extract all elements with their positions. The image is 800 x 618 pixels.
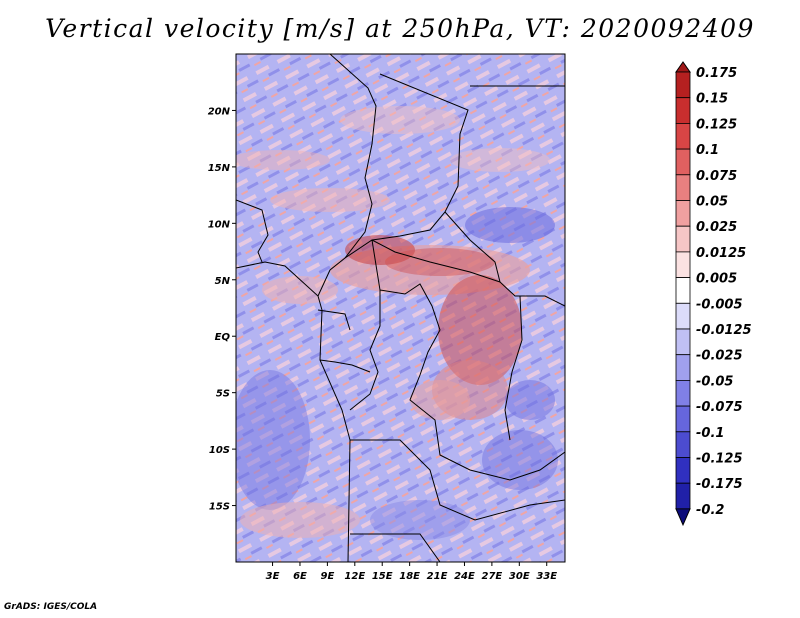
- colorbar-label: 0.1: [696, 143, 719, 158]
- lat-tick-label: 15N: [208, 163, 231, 174]
- colorbar-label: 0.05: [696, 195, 728, 210]
- velocity-field: [236, 54, 565, 562]
- colorbar-label: -0.2: [696, 503, 724, 518]
- map-title: Vertical velocity [m/s] at 250hPa, VT: 2…: [45, 14, 755, 43]
- colorbar-swatch: [675, 354, 691, 381]
- colorbar-swatch: [675, 482, 691, 510]
- lat-tick-label: EQ: [215, 332, 231, 343]
- colorbar-swatch: [675, 148, 691, 176]
- lon-tick-label: 18E: [399, 571, 420, 582]
- colorbar-label: -0.075: [696, 400, 743, 415]
- lon-tick-label: 12E: [344, 571, 365, 582]
- lat-tick-label: 10N: [208, 219, 231, 230]
- lat-tick-label: 20N: [208, 106, 231, 117]
- latitude-axis: 20N 15N 10N 5N EQ 5S 10S 15S: [208, 106, 236, 513]
- colorbar-swatch: [675, 71, 691, 99]
- colorbar-swatch: [675, 302, 691, 330]
- colorbar-swatch: [675, 379, 691, 407]
- colorbar-label: -0.025: [696, 349, 743, 364]
- lon-tick-label: 27E: [482, 571, 503, 582]
- colorbar-swatch: [675, 328, 691, 356]
- colorbar-bottom-arrow: [675, 508, 691, 527]
- colorbar-label: -0.005: [696, 297, 743, 312]
- colorbar-label: 0.075: [696, 169, 737, 184]
- map-frame: [235, 53, 566, 563]
- colorbar-label: 0.15: [696, 92, 728, 107]
- country-borders: [236, 54, 565, 562]
- lon-tick-label: 9E: [320, 571, 334, 582]
- colorbar-swatch: [675, 405, 691, 433]
- colorbar: 0.175 0.15 0.125 0.1 0.075 0.05 0.025 0.0125 0.0…: [675, 61, 752, 527]
- lon-tick-label: 33E: [536, 571, 557, 582]
- longitude-axis: 3E 6E 9E 12E 15E 18E 21E 24E 27E 30E 33E: [266, 562, 557, 582]
- lon-tick-label: 6E: [293, 571, 307, 582]
- colorbar-swatch: [675, 123, 691, 150]
- lon-tick-label: 30E: [509, 571, 530, 582]
- lat-tick-label: 10S: [209, 445, 230, 456]
- colorbar-swatch: [675, 97, 691, 124]
- grads-credit: GrADS: IGES/COLA: [4, 602, 98, 612]
- colorbar-label: 0.125: [696, 117, 737, 132]
- colorbar-label: -0.1: [696, 426, 724, 441]
- colorbar-swatch: [675, 174, 691, 201]
- colorbar-label: 0.025: [696, 220, 737, 235]
- lat-tick-label: 5N: [215, 276, 231, 287]
- colorbar-label: 0.0125: [696, 246, 746, 261]
- colorbar-swatch: [675, 251, 691, 278]
- colorbar-label: -0.125: [696, 452, 743, 467]
- lon-tick-label: 15E: [372, 571, 393, 582]
- lon-tick-label: 21E: [427, 571, 448, 582]
- colorbar-label: 0.175: [696, 66, 737, 81]
- lon-tick-label: 24E: [454, 571, 475, 582]
- colorbar-swatch: [675, 200, 691, 227]
- colorbar-label: 0.005: [696, 272, 737, 287]
- colorbar-swatch: [675, 431, 691, 458]
- colorbar-swatch: [675, 277, 691, 304]
- colorbar-label: -0.175: [696, 477, 743, 492]
- colorbar-swatch: [675, 225, 691, 253]
- colorbar-swatch: [675, 457, 691, 484]
- colorbar-label: -0.05: [696, 374, 733, 389]
- colorbar-top-arrow: [675, 61, 691, 73]
- lat-tick-label: 15S: [209, 502, 230, 513]
- colorbar-label: -0.0125: [696, 323, 752, 338]
- lat-tick-label: 5S: [216, 389, 230, 400]
- lon-tick-label: 3E: [266, 571, 280, 582]
